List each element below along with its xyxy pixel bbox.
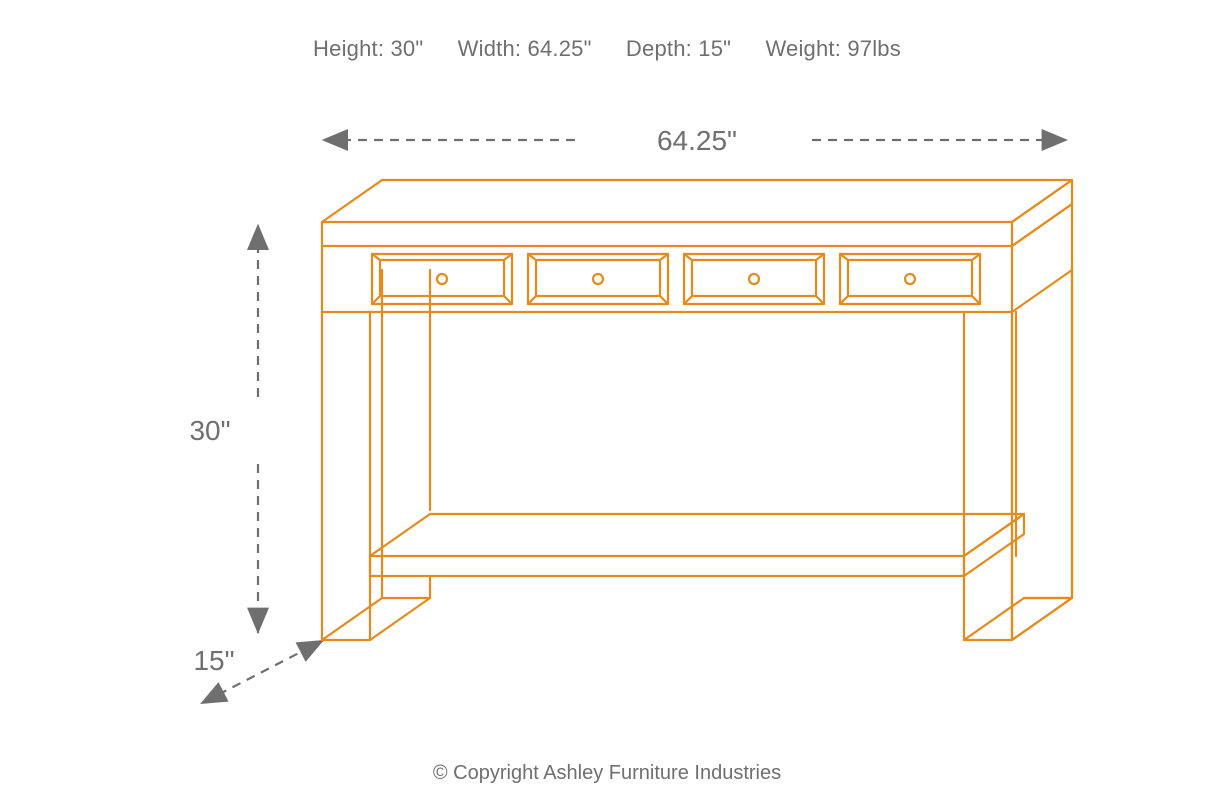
diagram-stage: 64.25" 30" 15" — [0, 0, 1214, 809]
dim-height-label: 30" — [189, 415, 230, 446]
dim-depth-label: 15" — [193, 645, 234, 676]
dimension-lines — [204, 140, 1068, 702]
furniture-drawing — [322, 180, 1072, 640]
drawers — [372, 254, 980, 304]
copyright: © Copyright Ashley Furniture Industries — [0, 762, 1214, 785]
dim-width-label: 64.25" — [657, 125, 737, 156]
